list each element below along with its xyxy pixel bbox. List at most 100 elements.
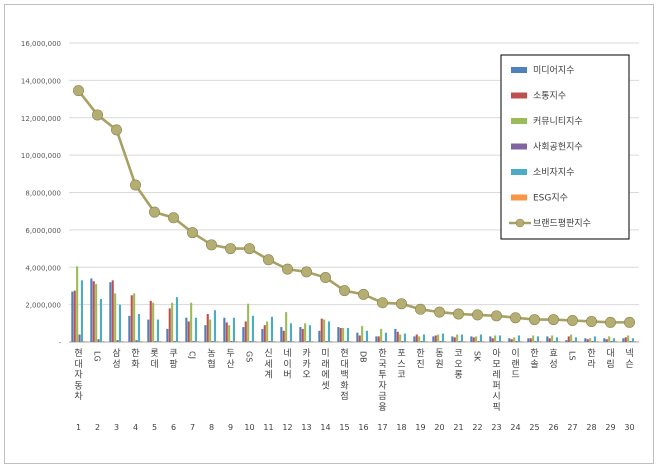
bar-3-9 <box>249 341 252 342</box>
bar-3-13 <box>325 341 328 342</box>
bar-3-20 <box>458 341 461 342</box>
brand-reputation-chart: - 2,000,000 4,000,000 6,000,000 8,000,000 10,… <box>21 40 639 432</box>
bar-2-6 <box>190 302 193 342</box>
bar-0-7 <box>204 325 207 342</box>
bar-0-19 <box>432 336 435 342</box>
bar-0-1 <box>90 278 93 342</box>
bar-2-15 <box>361 326 364 342</box>
bar-2-29 <box>627 335 630 342</box>
bar-1-9 <box>244 321 247 342</box>
line-point-19 <box>433 306 445 318</box>
legend-swatch-1 <box>511 92 527 99</box>
rank-label: 8 <box>209 423 214 432</box>
legend-swatch-0 <box>511 67 527 73</box>
line-point-4 <box>149 206 161 218</box>
bar-2-28 <box>608 336 611 342</box>
bar-0-10 <box>261 328 264 342</box>
bar-5-7 <box>216 341 219 342</box>
bar-2-10 <box>266 321 269 342</box>
bar-2-19 <box>437 334 440 342</box>
bar-2-26 <box>570 334 573 342</box>
bar-0-23 <box>508 338 511 342</box>
legend-label: 소비자지수 <box>533 167 574 178</box>
bar-5-19 <box>444 341 447 342</box>
bar-2-11 <box>285 312 288 342</box>
rank-label: 19 <box>415 423 425 432</box>
bar-5-17 <box>406 341 409 342</box>
line-point-9 <box>244 243 256 255</box>
line-point-3 <box>130 179 142 191</box>
rank-label: 21 <box>453 423 463 432</box>
rank-label: 28 <box>586 423 596 432</box>
bar-0-2 <box>109 282 112 342</box>
bar-1-16 <box>377 336 380 342</box>
bar-4-25 <box>555 337 558 342</box>
bar-4-8 <box>232 317 235 342</box>
bar-2-17 <box>399 334 402 342</box>
legend-swatch-5 <box>511 194 527 201</box>
bar-1-24 <box>529 338 532 342</box>
bar-5-18 <box>425 341 428 342</box>
bar-3-23 <box>515 341 518 342</box>
y-tick-label: 16,000,000 <box>21 40 61 48</box>
bar-1-28 <box>605 339 608 342</box>
bar-3-29 <box>629 341 632 342</box>
gridlines <box>69 42 639 343</box>
bar-0-4 <box>147 319 150 342</box>
rank-label: 25 <box>529 423 539 432</box>
bar-3-4 <box>154 341 157 342</box>
line-point-13 <box>319 272 331 284</box>
bar-4-28 <box>612 338 615 342</box>
line-point-15 <box>357 288 369 300</box>
bar-0-16 <box>375 336 378 342</box>
bar-0-11 <box>280 327 283 342</box>
bar-1-5 <box>168 308 171 342</box>
legend-label: 브랜드평판지수 <box>533 218 591 229</box>
bar-0-8 <box>223 317 226 342</box>
y-tick-label: 8,000,000 <box>25 190 61 198</box>
bar-4-17 <box>403 333 406 342</box>
bar-2-27 <box>589 338 592 342</box>
rank-label: 10 <box>244 423 254 432</box>
bar-4-2 <box>118 304 121 342</box>
bar-1-19 <box>434 335 437 342</box>
line-point-25 <box>547 314 559 326</box>
rank-label: 11 <box>263 423 273 432</box>
bar-0-20 <box>451 336 454 342</box>
bar-1-14 <box>339 327 342 342</box>
bar-0-9 <box>242 327 245 342</box>
bar-3-2 <box>116 340 119 342</box>
rank-label: 4 <box>133 423 138 432</box>
bar-4-20 <box>460 334 463 342</box>
bar-5-5 <box>178 341 181 342</box>
bar-5-9 <box>254 341 257 342</box>
rank-label: 3 <box>114 423 119 432</box>
bar-4-18 <box>422 334 425 342</box>
bar-2-12 <box>304 323 307 342</box>
bar-2-1 <box>95 284 98 342</box>
rank-label: 9 <box>228 423 233 432</box>
rank-label: 14 <box>320 423 330 432</box>
bar-2-20 <box>456 334 459 342</box>
bar-0-27 <box>584 338 587 342</box>
rank-label: 15 <box>339 423 349 432</box>
bar-5-2 <box>121 341 124 342</box>
bar-4-0 <box>80 280 83 342</box>
legend-label: 미디어지수 <box>533 65 574 76</box>
bar-3-6 <box>192 341 195 342</box>
bar-0-6 <box>185 317 188 342</box>
bar-3-15 <box>363 341 366 342</box>
bar-0-15 <box>356 332 359 342</box>
rank-label: 26 <box>548 423 558 432</box>
bar-2-21 <box>475 336 478 342</box>
bar-3-11 <box>287 341 290 342</box>
bar-2-18 <box>418 336 421 342</box>
y-axis: - 2,000,000 4,000,000 6,000,000 8,000,000 10,… <box>21 40 62 347</box>
